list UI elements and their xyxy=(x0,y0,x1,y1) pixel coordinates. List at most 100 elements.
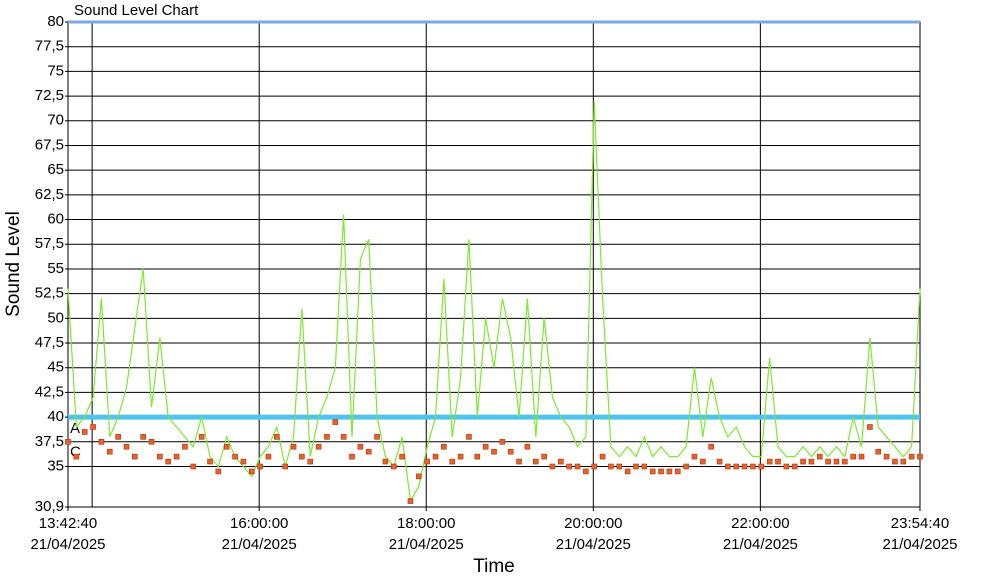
marker xyxy=(608,463,614,470)
marker xyxy=(775,458,781,465)
marker xyxy=(658,468,664,475)
marker xyxy=(842,458,848,465)
marker xyxy=(666,468,673,475)
marker xyxy=(708,443,714,450)
marker xyxy=(733,463,740,470)
marker xyxy=(290,443,297,450)
y-tick-label: 52,5 xyxy=(35,285,64,302)
marker xyxy=(123,443,130,450)
marker xyxy=(198,434,205,440)
y-tick-label: 67,5 xyxy=(35,136,64,153)
marker xyxy=(725,463,731,470)
y-tick-label: 72,5 xyxy=(35,87,64,104)
marker xyxy=(566,463,572,470)
marker xyxy=(65,439,71,445)
marker xyxy=(340,434,347,440)
y-tick-label: 55 xyxy=(47,260,64,277)
marker xyxy=(691,453,698,460)
marker xyxy=(157,453,163,460)
marker xyxy=(574,463,581,470)
marker xyxy=(850,453,856,460)
marker xyxy=(98,439,105,445)
marker xyxy=(474,453,481,460)
marker xyxy=(892,458,898,465)
marker xyxy=(299,453,305,460)
y-tick-label: 57,5 xyxy=(35,235,64,252)
y-tick-label: 30,9 xyxy=(35,498,64,515)
marker xyxy=(750,463,756,470)
marker xyxy=(616,463,623,470)
y-tick-label: 75 xyxy=(47,62,64,79)
marker xyxy=(908,453,915,460)
marker xyxy=(215,468,222,475)
marker xyxy=(115,434,121,440)
marker xyxy=(81,429,88,435)
marker xyxy=(232,453,238,460)
marker xyxy=(416,473,422,480)
marker xyxy=(507,448,514,455)
marker xyxy=(457,453,464,460)
marker xyxy=(432,453,439,460)
marker xyxy=(390,463,397,470)
marker xyxy=(274,434,280,440)
marker xyxy=(190,463,197,470)
marker xyxy=(900,458,907,465)
marker xyxy=(808,458,815,465)
marker xyxy=(148,439,155,445)
marker xyxy=(633,463,639,470)
marker xyxy=(741,463,748,470)
marker xyxy=(833,458,840,465)
chart-title: Sound Level Chart xyxy=(74,2,199,19)
marker xyxy=(541,453,547,460)
marker xyxy=(240,458,247,465)
marker xyxy=(449,458,456,465)
marker xyxy=(766,458,773,465)
annotation: C xyxy=(70,444,81,461)
y-tick-label: 70 xyxy=(47,112,64,129)
marker xyxy=(825,458,831,465)
marker xyxy=(641,463,648,470)
marker xyxy=(791,463,798,470)
marker xyxy=(816,453,823,460)
marker xyxy=(207,458,213,465)
marker xyxy=(315,443,322,450)
marker xyxy=(800,458,806,465)
marker xyxy=(591,463,598,470)
marker xyxy=(73,453,80,460)
x-tick-label: 16:00:00 21/04/2025 xyxy=(222,515,297,553)
marker xyxy=(532,458,539,465)
marker xyxy=(883,453,890,460)
marker xyxy=(858,453,865,460)
marker xyxy=(173,453,180,460)
marker xyxy=(491,448,497,455)
marker xyxy=(324,434,330,440)
y-tick-label: 45 xyxy=(47,359,64,376)
marker xyxy=(549,463,556,470)
marker xyxy=(307,458,314,465)
marker xyxy=(357,443,364,450)
y-tick-label: 80 xyxy=(47,13,64,30)
y-tick-label: 65 xyxy=(47,161,64,178)
marker xyxy=(674,468,681,475)
marker xyxy=(424,458,430,465)
marker xyxy=(165,458,172,465)
annotation: A xyxy=(70,420,80,437)
marker xyxy=(365,448,372,455)
marker xyxy=(223,443,230,450)
plot-area xyxy=(67,21,921,508)
marker xyxy=(524,443,531,450)
marker xyxy=(482,443,489,450)
marker xyxy=(265,453,272,460)
marker xyxy=(499,439,506,445)
marker xyxy=(182,443,188,450)
marker xyxy=(248,468,255,475)
marker xyxy=(716,458,723,465)
y-tick-label: 77,5 xyxy=(35,38,64,55)
y-axis-label: Sound Level xyxy=(3,211,24,317)
x-axis-label: Time xyxy=(473,556,515,577)
marker xyxy=(466,434,472,440)
marker xyxy=(374,434,380,440)
marker xyxy=(132,453,138,460)
marker xyxy=(599,453,606,460)
